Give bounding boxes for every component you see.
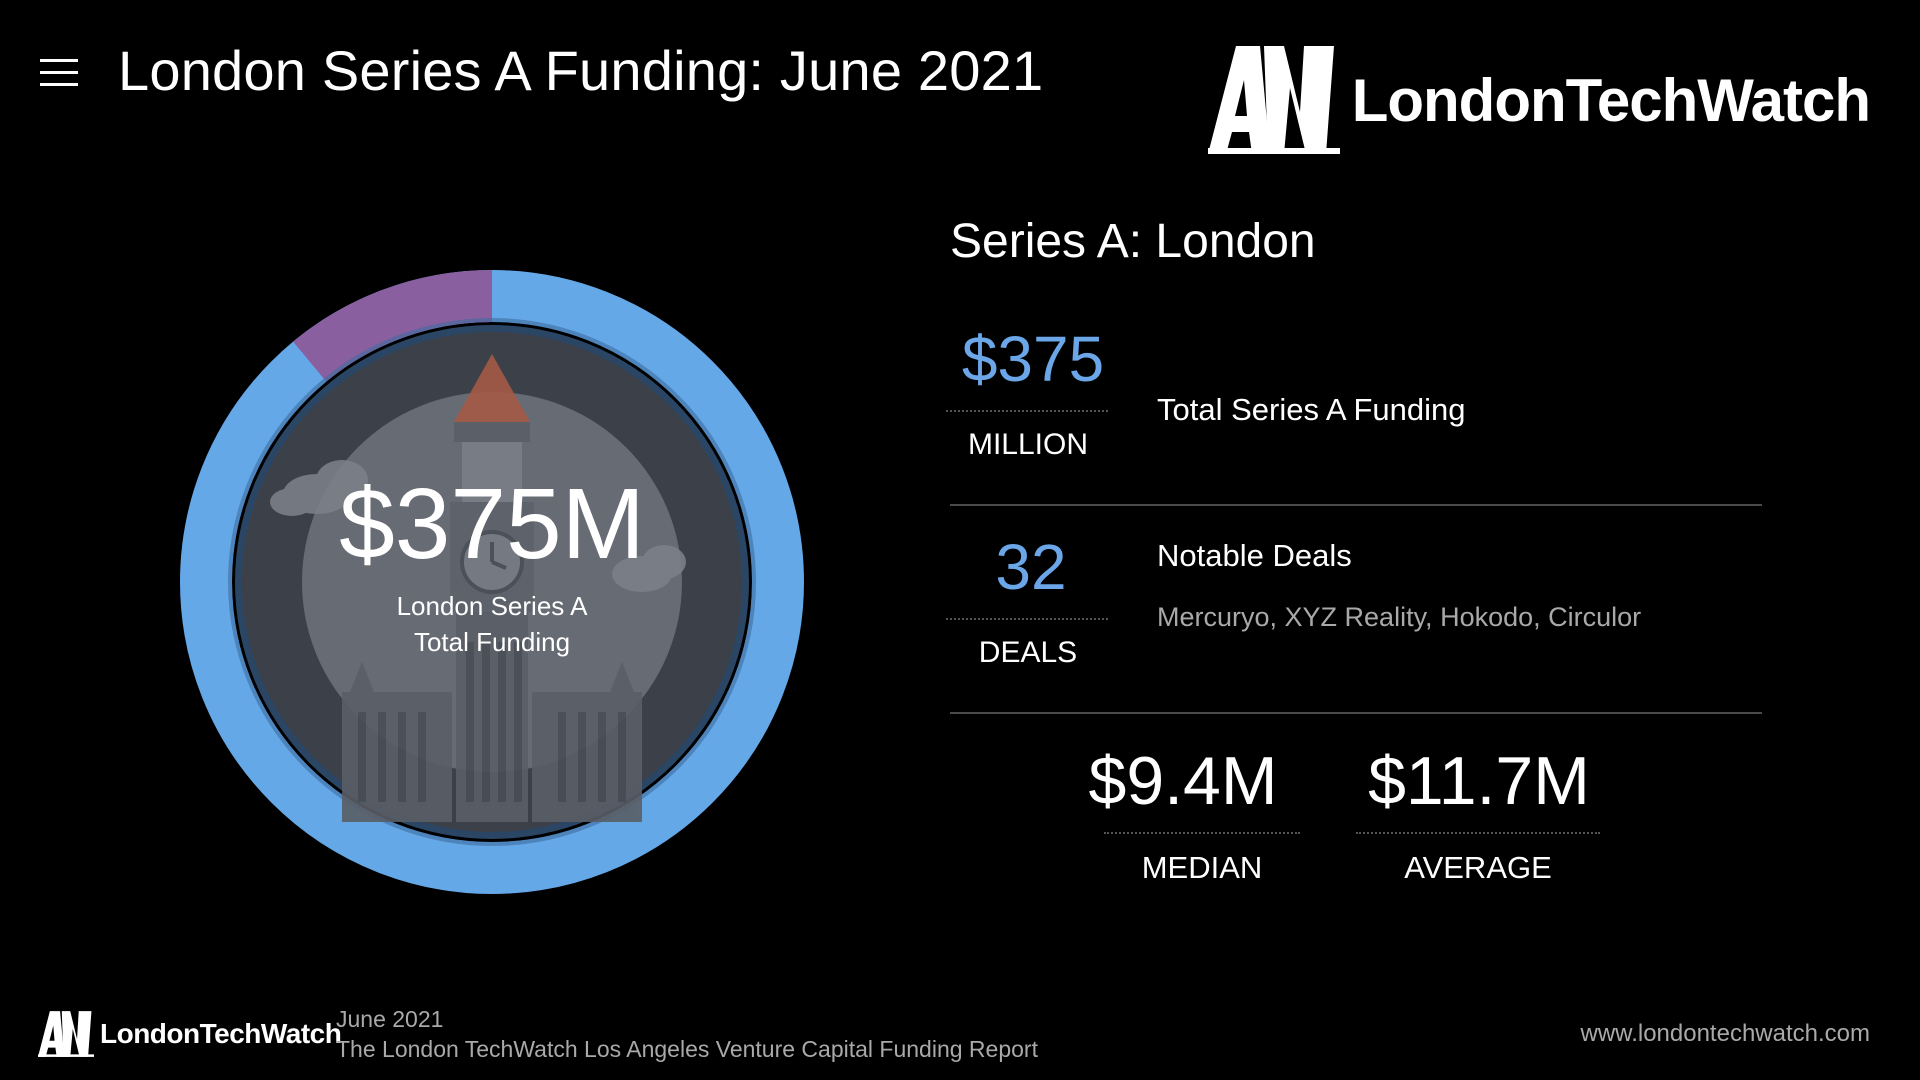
total-funding-unit: MILLION [967,428,1089,461]
donut-ring-segment [180,270,804,894]
total-funding-divider [946,410,1108,412]
deals-count-unit: DEALS [978,636,1078,669]
brand-logo: LondonTechWatch [1207,40,1871,160]
footer-brand-name: LondonTechWatch [100,1018,342,1049]
total-funding-value: $375 [961,323,1105,395]
deals-count-divider [946,618,1108,620]
average-value: $11.7M [1368,743,1590,819]
funding-donut: $375M London Series A Total Funding [172,262,812,902]
average-label: AVERAGE [1404,850,1552,885]
footer-date: June 2021 [336,1006,444,1032]
total-funding-description: Total Series A Funding [1157,392,1466,427]
notable-deals-heading: Notable Deals [1157,538,1352,573]
footer-logo: LondonTechWatch [38,1006,342,1062]
median-divider [1104,832,1300,834]
menu-button[interactable] [36,50,82,96]
notable-deals-list: Mercuryo, XYZ Reality, Hokodo, Circulor [1157,602,1642,632]
hamburger-icon [40,59,78,86]
brand-name: LondonTechWatch [1351,66,1871,134]
average-divider [1356,832,1600,834]
footer-report-title: The London TechWatch Los Angeles Venture… [336,1036,1038,1062]
page-title: London Series A Funding: June 2021 [118,39,1044,102]
section-title: Series A: London [950,215,1316,268]
footer-url-link[interactable]: www.londontechwatch.com [1580,1020,1870,1047]
an-monogram-icon [1207,46,1340,154]
median-label: MEDIAN [1141,850,1263,885]
section-divider-2 [950,712,1762,714]
donut-chart [180,270,804,894]
big-ben-icon [270,354,686,822]
median-value: $9.4M [1088,743,1278,819]
footer-an-monogram-icon [38,1011,94,1057]
section-divider-1 [950,504,1762,506]
deals-count-value: 32 [995,531,1067,603]
